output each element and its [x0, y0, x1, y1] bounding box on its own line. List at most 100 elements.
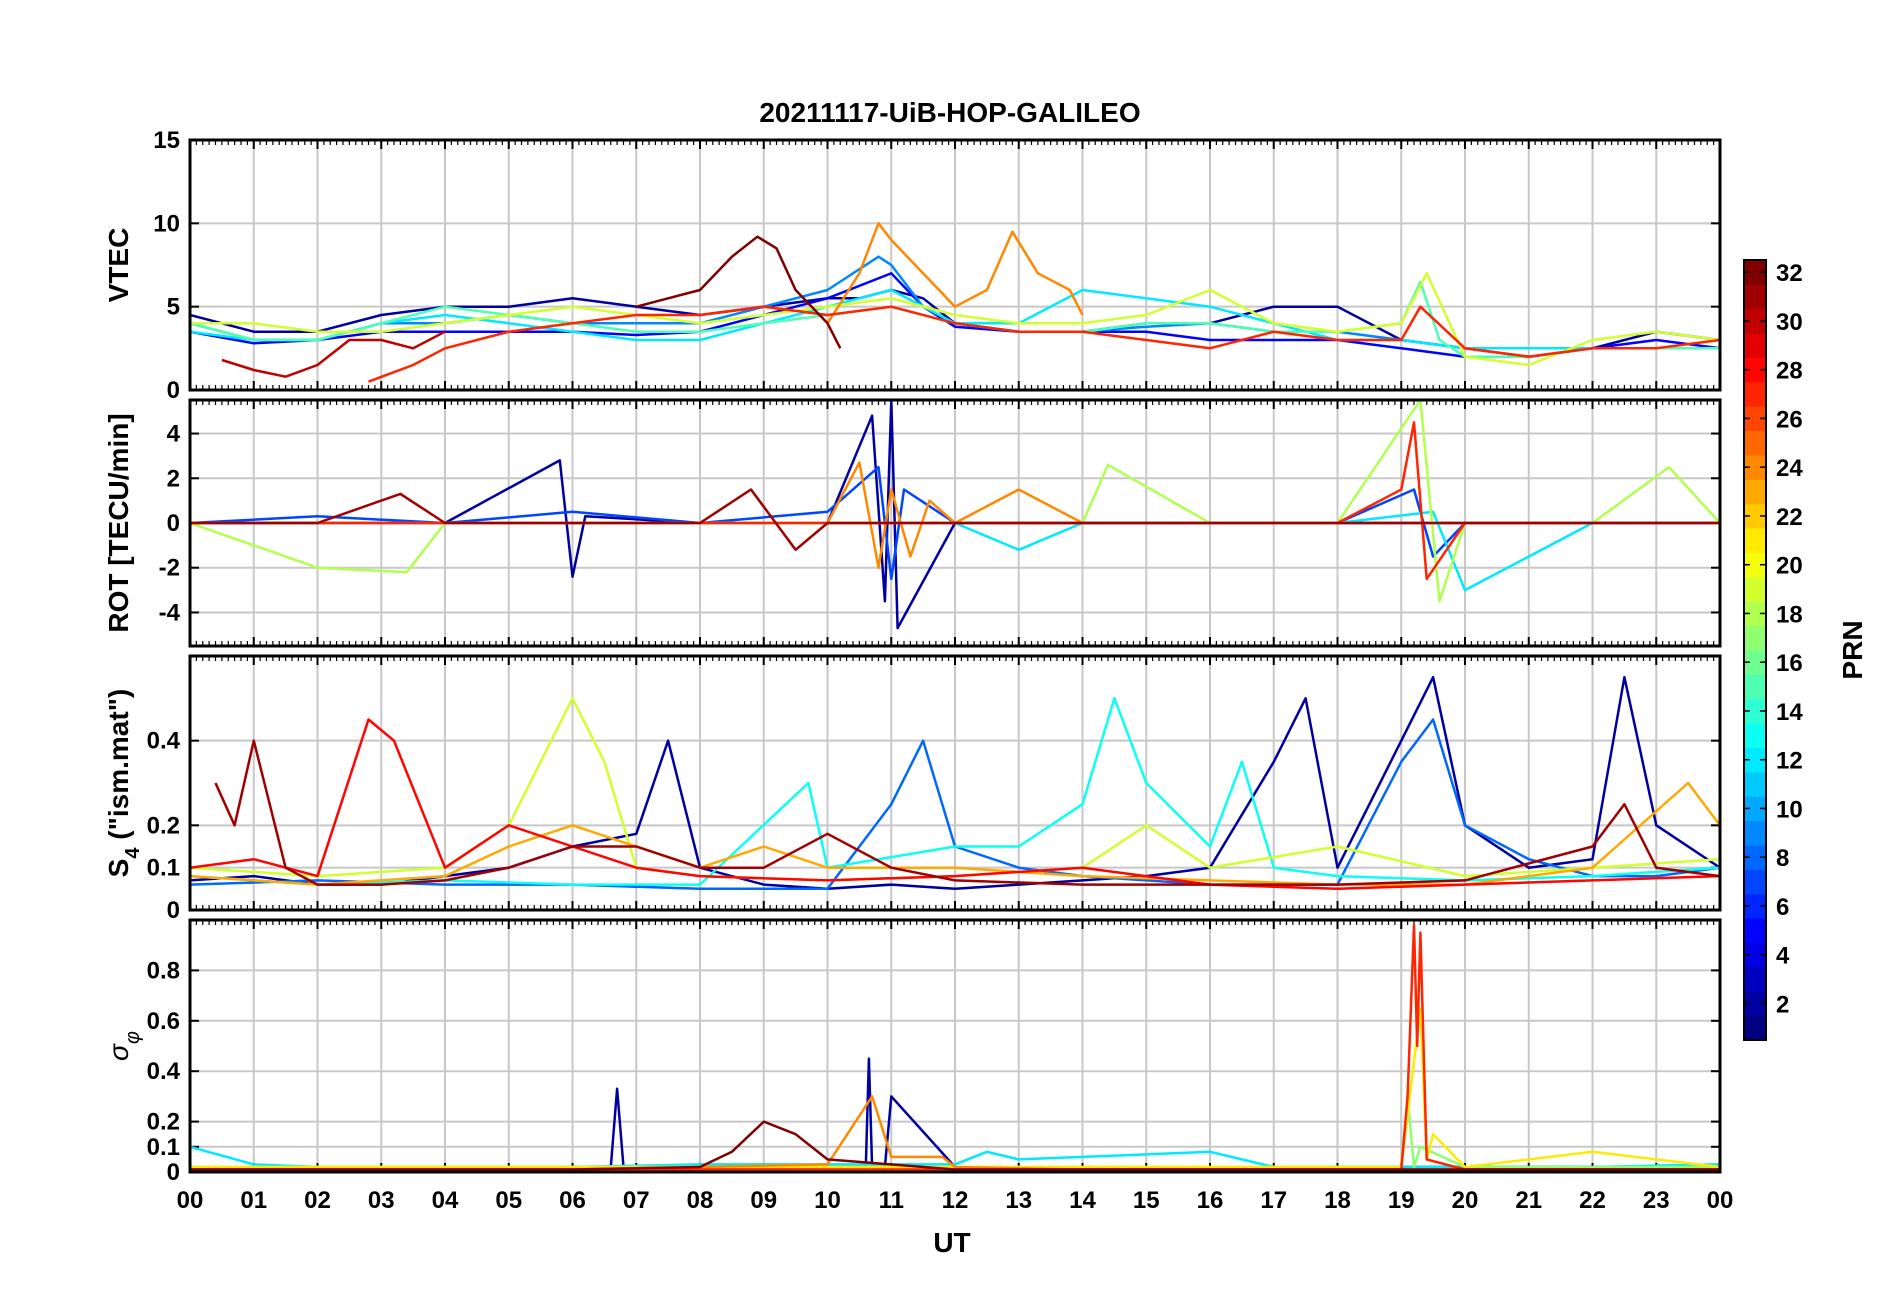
panel-4: 00.10.2 0.4 0.6 0.8 σφ 00 01 02 03 04 05 06 07 08 09 10…: [103, 918, 1734, 1214]
panel-2: -4 -2 0 2 4 ROT [TECU/min]: [103, 398, 1722, 648]
y-tick-label: 0: [167, 377, 180, 404]
x-tick-label: 06: [559, 1187, 586, 1214]
y-tick-label: 0.4: [147, 1058, 181, 1085]
x-tick-label: 12: [942, 1187, 969, 1214]
x-tick-label: 00: [1707, 1187, 1734, 1214]
colorbar-swatch-25: [1744, 430, 1766, 456]
colorbar-swatch-16: [1744, 650, 1766, 675]
colorbar-swatch-4: [1744, 942, 1766, 968]
series-prn-7: [190, 465, 1720, 581]
y-tick-label: 0.2: [147, 1109, 180, 1136]
y-tick-label: 4: [167, 421, 181, 448]
y-tick-label: 15: [153, 127, 180, 154]
x-tick-label: 09: [750, 1187, 777, 1214]
colorbar-swatch-24: [1744, 455, 1766, 480]
colorbar-swatch-23: [1744, 479, 1766, 505]
colorbar-frame: [1743, 259, 1767, 1041]
y-tick-label: 0: [167, 510, 180, 537]
y-axis-label-sub: φ: [122, 1031, 144, 1044]
colorbar-swatch-27: [1744, 381, 1766, 407]
y-tick-label: 0.1: [147, 855, 180, 882]
y-tick-label: 0.8: [147, 957, 180, 984]
series-prn-24: [826, 222, 1084, 324]
x-tick-label: 17: [1260, 1187, 1287, 1214]
colorbar-tick-label: 22: [1776, 504, 1803, 531]
y-axis-label-sub: 4: [122, 847, 144, 859]
panel-frame: [188, 918, 1722, 1174]
series-prn-31: [190, 488, 1720, 552]
colorbar-swatch-7: [1744, 869, 1766, 895]
x-tick-label: 22: [1579, 1187, 1606, 1214]
y-tick-label: 5: [167, 294, 180, 321]
y-tick-label: 10: [153, 210, 180, 237]
colorbar-tick-label: 16: [1776, 650, 1803, 677]
x-tick-label: 02: [304, 1187, 331, 1214]
colorbar-tick-label: 20: [1776, 553, 1803, 580]
colorbar-swatch-2: [1744, 991, 1766, 1017]
y-tick-label: 0: [167, 897, 180, 924]
series-prn-32: [190, 1120, 1720, 1171]
y-axis-label-main: σ: [103, 1043, 134, 1061]
y-axis-label-rest: ("ism.mat"): [103, 689, 134, 848]
colorbar-swatch-1: [1744, 1015, 1766, 1041]
colorbar-tick-label: 32: [1776, 260, 1803, 287]
panel-frame: [188, 398, 1722, 648]
colorbar-tick-label: 6: [1776, 894, 1789, 921]
colorbar-tick-label: 8: [1776, 845, 1789, 872]
x-tick-label: 00: [177, 1187, 204, 1214]
colorbar-swatch-11: [1744, 771, 1766, 797]
x-tick-label: 11: [879, 1187, 904, 1214]
y-tick-label: 0: [167, 1159, 180, 1186]
colorbar-swatch-3: [1744, 966, 1766, 992]
colorbar-tick-label: 12: [1776, 748, 1803, 775]
colorbar-swatch-22: [1744, 503, 1766, 529]
x-tick-label: 05: [495, 1187, 522, 1214]
series-prn-2: [190, 675, 1720, 891]
series-prn-32: [635, 235, 842, 349]
y-axis-label: VTEC: [103, 228, 134, 303]
x-tick-label: 01: [240, 1187, 267, 1214]
x-tick-label: 16: [1197, 1187, 1224, 1214]
series-prn-30: [221, 330, 446, 378]
colorbar-swatch-30: [1744, 308, 1766, 334]
colorbar-swatch-32: [1744, 260, 1766, 285]
colorbar-swatch-28: [1744, 357, 1766, 383]
y-tick-label: 2: [167, 465, 180, 492]
colorbar-tick-label: 28: [1776, 358, 1803, 385]
x-tick-label: 08: [687, 1187, 714, 1214]
series-prn-13: [190, 697, 1720, 886]
colorbar-swatch-10: [1744, 796, 1766, 822]
x-axis-label: UT: [933, 1227, 970, 1258]
y-tick-label: 0.4: [147, 728, 181, 755]
y-axis-label-main: S: [103, 859, 134, 878]
series-prn-27: [368, 305, 1720, 383]
colorbar-swatch-9: [1744, 820, 1766, 846]
colorbar-swatch-21: [1744, 528, 1766, 553]
x-tick-label: 15: [1133, 1187, 1160, 1214]
series-prn-5: [190, 272, 1720, 358]
series-prn-31: [214, 739, 1720, 886]
y-axis-label: S4 ("ism.mat"): [103, 689, 144, 878]
colorbar-swatch-18: [1744, 601, 1766, 627]
colorbar-swatch-29: [1744, 333, 1766, 358]
series-prn-24: [826, 461, 1084, 569]
panel-1: 0 5 10 15 VTEC: [103, 127, 1722, 404]
chart-title: 20211117-UiB-HOP-GALILEO: [759, 97, 1140, 128]
colorbar-label: PRN: [1837, 620, 1868, 679]
colorbar-swatch-17: [1744, 625, 1766, 651]
x-tick-label: 13: [1005, 1187, 1032, 1214]
y-tick-label: 0.1: [147, 1134, 180, 1161]
x-tick-label: 21: [1515, 1187, 1542, 1214]
colorbar-swatch-5: [1744, 918, 1766, 943]
colorbar-swatch-15: [1744, 674, 1766, 700]
x-tick-label: 18: [1324, 1187, 1351, 1214]
colorbar-swatch-8: [1744, 845, 1766, 870]
colorbar-tick-label: 30: [1776, 309, 1803, 336]
colorbar-swatch-14: [1744, 698, 1766, 724]
colorbar-tick-label: 18: [1776, 601, 1803, 628]
y-axis-label: σφ: [103, 1031, 144, 1061]
x-tick-label: 14: [1069, 1187, 1096, 1214]
